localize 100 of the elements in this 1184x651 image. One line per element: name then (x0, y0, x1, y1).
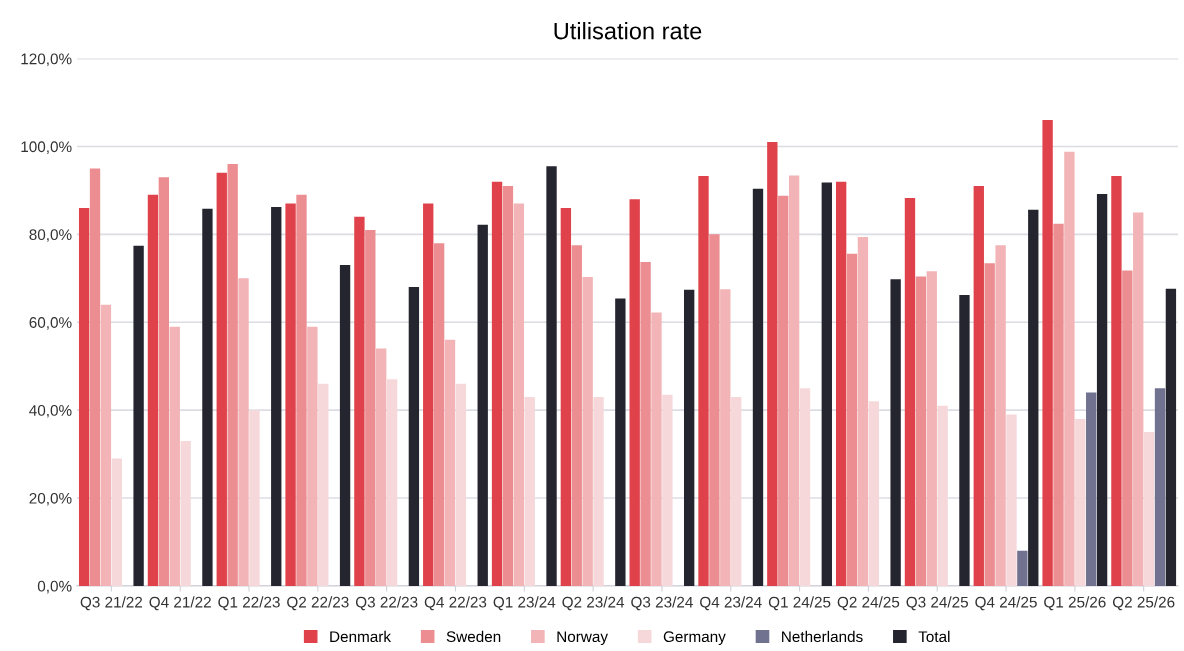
x-tick-label: Q4 24/25 (975, 596, 1037, 611)
bar (1165, 288, 1177, 586)
x-tick-label: Q4 22/23 (424, 596, 487, 611)
bar (365, 229, 376, 586)
bar (202, 208, 213, 586)
bar (709, 234, 720, 586)
bar (169, 326, 180, 586)
bar (593, 396, 604, 586)
bar (788, 175, 800, 586)
bar (296, 194, 307, 586)
bar (1064, 151, 1075, 586)
bar (1053, 223, 1064, 586)
bar (354, 216, 365, 586)
bar (89, 168, 101, 586)
legend-label: Denmark (330, 630, 392, 643)
bar (318, 383, 329, 586)
bar (227, 164, 238, 586)
x-tick-label: Q4 21/22 (149, 596, 211, 611)
y-tick-label: 60,0% (29, 317, 72, 330)
y-tick-label: 40,0% (29, 405, 72, 418)
bar (890, 279, 901, 586)
x-tick-label: Q1 25/26 (1044, 596, 1106, 611)
bar (491, 181, 503, 586)
bar (307, 326, 318, 586)
bar (1133, 212, 1144, 586)
bar (640, 262, 651, 586)
bar (926, 271, 937, 586)
bar (249, 410, 260, 586)
bar (111, 458, 122, 586)
bar (1154, 388, 1166, 586)
bar (78, 207, 90, 586)
bar (408, 287, 420, 586)
bar (1006, 414, 1017, 586)
bar (1017, 550, 1028, 586)
legend-label: Sweden (446, 630, 501, 643)
x-tick-label: Q4 23/24 (700, 596, 762, 611)
bar (285, 203, 296, 586)
bar (698, 175, 709, 586)
bar (546, 166, 557, 586)
y-tick-label: 100,0% (21, 141, 72, 154)
bar (433, 243, 445, 586)
bar (629, 199, 640, 586)
bar (147, 194, 159, 586)
bar (524, 396, 535, 586)
bar (684, 289, 695, 586)
chart-title: Utilisation rate (554, 22, 702, 40)
x-tick-label: Q1 22/23 (218, 596, 280, 611)
x-tick-label: Q3 24/25 (906, 596, 968, 611)
bar (180, 440, 191, 586)
bar (835, 181, 847, 586)
bar (560, 207, 572, 586)
bar (799, 388, 811, 586)
bar (973, 186, 984, 586)
bar (513, 203, 525, 586)
bar (937, 405, 948, 586)
bar (238, 278, 249, 586)
bar (821, 182, 832, 586)
bar (1096, 193, 1108, 586)
bar (846, 253, 858, 586)
bar (984, 263, 995, 586)
bar (1042, 120, 1053, 586)
bar (444, 339, 456, 586)
x-tick-label: Q2 22/23 (287, 596, 349, 611)
x-tick-label: Q2 23/24 (562, 596, 625, 611)
x-tick-label: Q3 23/24 (631, 596, 693, 611)
bar (271, 207, 282, 586)
bar (662, 394, 673, 586)
x-tick-label: Q2 24/25 (837, 596, 900, 611)
bar (959, 295, 970, 586)
legend-label: Germany (663, 631, 726, 646)
bar (502, 186, 514, 586)
bar (868, 401, 880, 586)
bar (995, 245, 1006, 586)
bar (477, 224, 488, 586)
y-tick-label: 120,0% (21, 53, 72, 67)
x-tick-label: Q1 24/25 (768, 596, 831, 611)
bar (582, 276, 593, 586)
y-tick-label: 0,0% (37, 580, 72, 594)
bar (386, 379, 398, 586)
y-tick-label: 80,0% (29, 229, 72, 242)
bar (752, 188, 764, 586)
bar (376, 348, 387, 586)
bar (1143, 432, 1155, 586)
bar (1122, 270, 1133, 586)
bar (767, 142, 778, 586)
bar (100, 304, 112, 586)
x-tick-label: Q2 25/26 (1112, 596, 1175, 611)
bar (1086, 392, 1097, 586)
x-tick-label: Q1 23/24 (493, 596, 556, 611)
bar (615, 298, 626, 586)
legend-label: Total (918, 630, 950, 643)
bar (720, 289, 731, 586)
y-tick-label: 20,0% (29, 492, 72, 506)
bar (216, 172, 227, 586)
legend-label: Netherlands (782, 630, 863, 643)
x-tick-label: Q3 22/23 (355, 596, 418, 611)
bar (651, 312, 662, 586)
bar (339, 265, 351, 586)
legend-label: Norway (557, 631, 608, 646)
bar (1075, 418, 1086, 586)
